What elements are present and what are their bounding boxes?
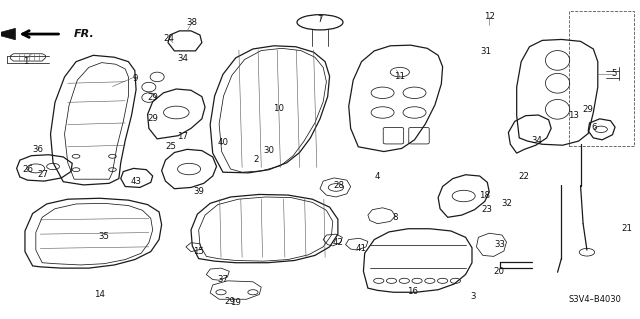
- Text: 29: 29: [147, 93, 158, 102]
- Text: 11: 11: [394, 72, 405, 81]
- Text: 22: 22: [519, 173, 530, 182]
- Text: 4: 4: [375, 173, 380, 182]
- Text: 6: 6: [592, 123, 597, 132]
- Text: 43: 43: [131, 177, 141, 186]
- Text: 17: 17: [177, 132, 188, 141]
- Text: 40: 40: [218, 137, 228, 146]
- Text: 37: 37: [218, 275, 228, 284]
- Text: 26: 26: [22, 165, 33, 174]
- Text: 9: 9: [132, 74, 138, 83]
- Text: 7: 7: [317, 15, 323, 24]
- Text: 3: 3: [470, 292, 476, 301]
- Text: 24: 24: [163, 34, 174, 43]
- Text: 31: 31: [481, 47, 492, 56]
- Text: 10: 10: [273, 104, 284, 113]
- Text: 30: 30: [264, 146, 275, 155]
- Text: FR.: FR.: [74, 29, 95, 39]
- Text: 1: 1: [24, 56, 29, 65]
- Text: 34: 34: [177, 54, 188, 63]
- Text: 21: 21: [621, 224, 632, 233]
- Text: 38: 38: [187, 18, 198, 27]
- Text: 18: 18: [479, 190, 490, 200]
- Text: 25: 25: [166, 142, 177, 151]
- Text: 28: 28: [333, 181, 345, 190]
- Text: 20: 20: [493, 267, 504, 276]
- Text: 12: 12: [484, 12, 495, 21]
- Text: 29: 29: [583, 105, 594, 114]
- Text: 29: 29: [224, 297, 235, 306]
- Text: 27: 27: [37, 170, 49, 179]
- Text: 5: 5: [611, 69, 616, 78]
- Text: 14: 14: [94, 290, 105, 299]
- Text: 36: 36: [32, 145, 44, 154]
- Text: 29: 29: [147, 114, 158, 123]
- Text: 39: 39: [193, 187, 204, 197]
- Text: 33: 33: [495, 240, 506, 249]
- Text: 2: 2: [253, 155, 259, 164]
- Text: 32: 32: [502, 199, 513, 208]
- Text: 19: 19: [230, 298, 241, 307]
- Text: 13: 13: [568, 111, 579, 120]
- Text: 23: 23: [482, 205, 493, 214]
- Text: 35: 35: [99, 232, 109, 241]
- Text: 41: 41: [356, 244, 367, 253]
- Text: 8: 8: [392, 213, 397, 222]
- Polygon shape: [0, 28, 15, 40]
- Text: S3V4–B4030: S3V4–B4030: [568, 295, 621, 304]
- Text: 16: 16: [407, 287, 418, 296]
- Text: 15: 15: [193, 247, 204, 256]
- Text: 42: 42: [332, 238, 344, 247]
- Text: 34: 34: [532, 136, 543, 145]
